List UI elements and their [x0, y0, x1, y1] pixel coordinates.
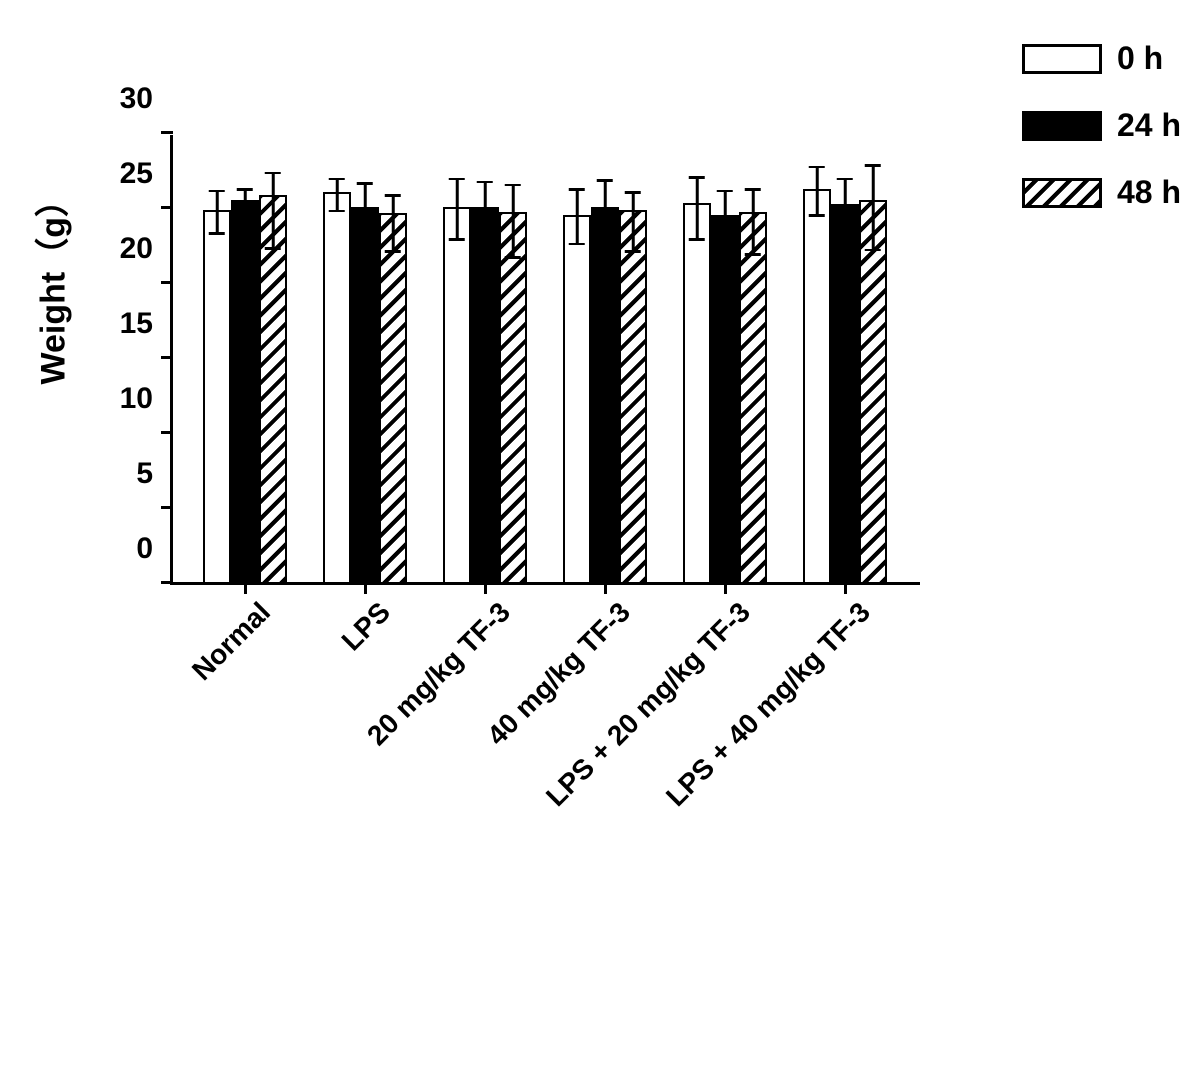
bar — [739, 212, 767, 583]
y-tick — [161, 206, 173, 209]
y-tick — [161, 431, 173, 434]
y-tick — [161, 131, 173, 134]
y-tick-label: 10 — [120, 382, 173, 416]
bar — [323, 192, 351, 582]
bar-group — [683, 203, 767, 583]
bar — [443, 207, 471, 582]
y-tick-label: 25 — [120, 157, 173, 191]
error-bar-upper — [816, 166, 819, 192]
error-bar-lower — [392, 215, 395, 253]
legend-label-24h: 24 h — [1117, 107, 1181, 144]
bar-group — [323, 192, 407, 582]
bar — [591, 207, 619, 582]
bar — [803, 189, 831, 582]
bar-group — [563, 207, 647, 582]
error-bar-upper — [752, 188, 755, 214]
bar — [683, 203, 711, 583]
legend-swatch-24h — [1022, 111, 1102, 141]
legend: 0 h 24 h 48 h — [1022, 40, 1181, 211]
y-tick — [161, 506, 173, 509]
bar-group — [203, 195, 287, 582]
error-bar-upper — [364, 182, 367, 209]
bar — [619, 210, 647, 582]
error-bar-lower — [484, 209, 487, 238]
error-bar-upper — [632, 191, 635, 212]
error-bar-upper — [216, 190, 219, 213]
bar-group — [803, 189, 887, 582]
x-tick-label: LPS — [321, 582, 396, 657]
error-bar-upper — [696, 176, 699, 205]
error-bar-lower — [576, 217, 579, 246]
y-tick — [161, 356, 173, 359]
error-bar-upper — [512, 184, 515, 214]
error-bar-upper — [604, 179, 607, 209]
bar — [563, 215, 591, 583]
plot-area: 051015202530 Normal — [170, 135, 920, 585]
bar — [711, 215, 739, 583]
error-bar-upper — [484, 181, 487, 210]
error-bar-lower — [752, 214, 755, 256]
y-tick — [161, 281, 173, 284]
y-tick-label: 15 — [120, 307, 173, 341]
bar — [259, 195, 287, 582]
bar — [499, 212, 527, 583]
bar — [351, 207, 379, 582]
error-bar-upper — [392, 194, 395, 215]
legend-item-48h: 48 h — [1022, 174, 1181, 211]
y-tick-label: 5 — [136, 457, 173, 491]
bar — [831, 204, 859, 582]
error-bar-upper — [272, 172, 275, 198]
error-bar-lower — [272, 197, 275, 250]
error-bar-lower — [216, 212, 219, 235]
bar — [471, 207, 499, 582]
y-axis-label: Weight（g） — [26, 183, 75, 384]
error-bar-lower — [632, 212, 635, 253]
x-tick-label: Normal — [172, 582, 277, 687]
bar — [203, 210, 231, 582]
y-tick — [161, 581, 173, 584]
bar-group — [443, 207, 527, 582]
error-bar-lower — [816, 191, 819, 217]
bar — [231, 200, 259, 583]
error-bar-lower — [336, 194, 339, 212]
error-bar-upper — [456, 178, 459, 210]
legend-swatch-48h — [1022, 178, 1102, 208]
error-bar-lower — [724, 217, 727, 244]
legend-label-0h: 0 h — [1117, 40, 1163, 77]
y-tick-label: 20 — [120, 232, 173, 266]
y-tick-label: 30 — [120, 82, 173, 116]
error-bar-lower — [696, 205, 699, 241]
y-tick-label: 0 — [136, 532, 173, 566]
error-bar-upper — [576, 188, 579, 217]
legend-swatch-0h — [1022, 44, 1102, 74]
error-bar-upper — [844, 178, 847, 207]
x-tick-label: LPS + 20 mg/kg TF-3 — [526, 582, 757, 813]
error-bar-lower — [244, 202, 247, 216]
error-bar-upper — [872, 164, 875, 202]
x-tick-label: LPS + 40 mg/kg TF-3 — [646, 582, 877, 813]
bar — [379, 213, 407, 582]
error-bar-lower — [364, 209, 367, 236]
chart-container: 0 h 24 h 48 h Weight（g） 0 5 10 15 20 25 30 — [20, 20, 1191, 1045]
error-bar-lower — [456, 209, 459, 241]
legend-item-0h: 0 h — [1022, 40, 1181, 77]
error-bar-lower — [512, 214, 515, 259]
error-bar-lower — [604, 209, 607, 239]
bar — [859, 200, 887, 583]
error-bar-upper — [244, 188, 247, 202]
error-bar-upper — [724, 190, 727, 217]
error-bar-lower — [844, 206, 847, 229]
error-bar-upper — [336, 178, 339, 195]
legend-label-48h: 48 h — [1117, 174, 1181, 211]
legend-item-24h: 24 h — [1022, 107, 1181, 144]
error-bar-lower — [872, 202, 875, 252]
